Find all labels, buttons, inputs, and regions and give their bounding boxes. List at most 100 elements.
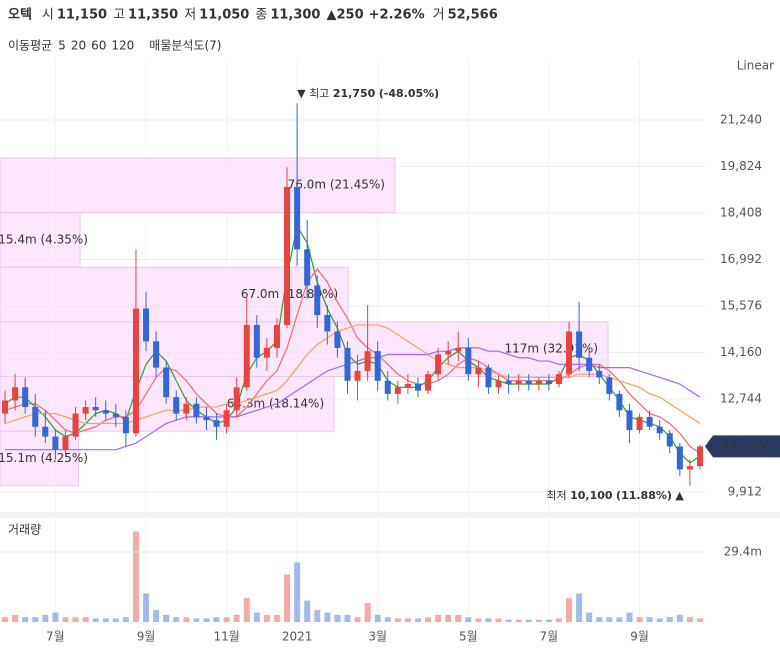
candle-body [243, 324, 250, 388]
quote-value: 11,350 [128, 8, 178, 23]
volume-bar [173, 617, 180, 622]
candle-body [515, 380, 522, 385]
volume-bar [112, 618, 119, 622]
candle-body [686, 466, 693, 470]
volume-bar [606, 617, 613, 622]
volume-bar [414, 618, 421, 622]
volume-bar [153, 610, 160, 622]
volume-bar [223, 617, 230, 622]
volume-bar [646, 617, 653, 622]
volume-profile-label: 117m (32.91%) [504, 342, 598, 356]
volume-bar [586, 612, 593, 622]
volume-bar [525, 619, 532, 622]
x-tick-label: 9월 [137, 630, 156, 644]
candle-body [425, 374, 432, 391]
volume-bar [72, 617, 79, 622]
candle-body [696, 446, 703, 467]
candle-body [122, 416, 129, 434]
quote-change: ▲250 [326, 8, 363, 23]
quote-label: 고 [113, 8, 125, 23]
candle-body [364, 351, 371, 371]
y-tick-label: 9,912 [728, 485, 762, 499]
legend-entry: 60 [91, 39, 106, 53]
candle-body [545, 380, 552, 385]
marker: ▼ [297, 87, 306, 100]
volume-bar [12, 614, 19, 622]
x-tick-label: 7월 [46, 630, 65, 644]
volume-bar [616, 617, 623, 622]
volume-bar [42, 614, 49, 622]
candle-body [465, 347, 472, 375]
candle-body [656, 426, 663, 434]
quote-value: 11,300 [270, 8, 320, 23]
candle-body [576, 331, 583, 358]
volume-profile-label: 15.4m (4.35%) [0, 232, 88, 246]
candle-body [284, 186, 291, 325]
volume-profile-bar [0, 212, 81, 268]
volume-bar [183, 617, 190, 622]
price-annotation: 최저 10,100 (11.88%) ▲ [546, 489, 684, 502]
volume-bar [132, 531, 139, 622]
last-price-label: 11,300 [723, 439, 765, 453]
volume-bar [576, 593, 583, 622]
quote-value: 11,050 [199, 8, 249, 23]
y-tick-label: 29.4m [724, 545, 762, 559]
volume-bar [505, 619, 512, 622]
volume-bar [666, 617, 673, 622]
volume-bar [263, 614, 270, 622]
y-tick-label: 19,824 [720, 159, 762, 173]
candle-body [253, 324, 260, 358]
x-tick-label: 9월 [630, 630, 649, 644]
legend-title: 이동평균 [8, 39, 52, 53]
candle-body [455, 347, 462, 352]
volume-bar [203, 618, 210, 622]
legend-entry: 120 [111, 39, 134, 53]
candle-body [324, 315, 331, 332]
moving-average-line [4, 324, 701, 425]
volume-bar [364, 602, 371, 622]
candle-body [163, 367, 170, 398]
candle-body [153, 341, 160, 368]
volume-profile-bar [0, 157, 396, 214]
y-tick-label: 14,160 [720, 345, 762, 359]
moving-average-line [4, 268, 701, 454]
x-tick-label: 11월 [213, 630, 239, 644]
candle-body [22, 387, 29, 408]
candle-body [32, 407, 39, 427]
x-tick-label: 5월 [459, 630, 478, 644]
volume-bar [122, 617, 129, 622]
volume-bar [445, 614, 452, 622]
volume-bar [213, 617, 220, 622]
candle-body [566, 331, 573, 375]
volume-bar [596, 617, 603, 622]
volume-bar [475, 618, 482, 622]
annotation-text: 최고 [309, 87, 329, 100]
volume-profile-label: 15.1m (4.25%) [0, 451, 88, 465]
x-tick-label: 7월 [540, 630, 559, 644]
y-tick-label: 12,744 [720, 392, 762, 406]
candle-body [42, 426, 49, 437]
volume-bar [314, 610, 321, 622]
candle-body [445, 351, 452, 355]
y-tick-label: 15,576 [720, 299, 762, 313]
candle-body [334, 331, 341, 348]
candle-body [596, 370, 603, 378]
quote-volume: 52,566 [448, 8, 498, 23]
volume-bar [92, 618, 99, 622]
volume-bar [404, 618, 411, 622]
stock-name: 오텍 [8, 7, 32, 23]
candle-body [495, 380, 502, 388]
volume-bar [253, 612, 260, 622]
candle-body [555, 374, 562, 385]
legend-entry: 매물분석도(7) [149, 39, 221, 53]
volume-bar [324, 612, 331, 622]
quote-value: 11,150 [57, 8, 107, 23]
candle-body [62, 436, 69, 450]
candle-body [273, 324, 280, 348]
volume-bar [32, 617, 39, 622]
volume-title: 거래량 [8, 523, 41, 537]
candle-body [606, 377, 613, 394]
volume-bar [294, 562, 301, 622]
candle-body [676, 446, 683, 470]
